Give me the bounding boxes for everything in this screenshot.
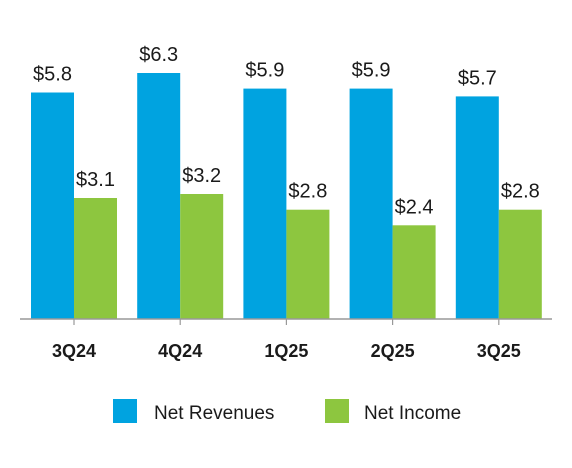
value-label-net-income-4q24: $3.2 — [182, 165, 221, 187]
legend-label-net-income: Net Income — [364, 403, 461, 424]
bar-net-revenues-2q25 — [349, 88, 393, 319]
category-label-3q25: 3Q25 — [477, 341, 521, 361]
bars-group — [31, 73, 542, 320]
category-label-4q24: 4Q24 — [158, 341, 202, 361]
category-labels-group: 3Q24 4Q24 1Q25 2Q25 3Q25 — [52, 341, 521, 361]
bar-net-income-3q25 — [498, 209, 542, 319]
x-axis-ticks — [73, 319, 500, 325]
legend-swatch-net-revenues — [113, 399, 137, 423]
value-label-net-revenues-2q25: $5.9 — [352, 60, 391, 82]
bar-net-revenues-3q24 — [31, 92, 74, 319]
value-labels-group: $5.8 $3.1 $6.3 $3.2 $5.9 $2.8 $5.9 $2.4 $5.7 $2.8 — [33, 44, 540, 218]
value-label-net-revenues-1q25: $5.9 — [245, 60, 284, 82]
bar-net-revenues-4q24 — [137, 73, 181, 319]
value-label-net-income-3q24: $3.1 — [76, 169, 115, 191]
bar-net-income-4q24 — [180, 194, 224, 319]
legend: Net Revenues Net Income — [113, 399, 461, 424]
legend-label-net-revenues: Net Revenues — [154, 403, 274, 424]
value-label-net-revenues-3q25: $5.7 — [458, 67, 497, 89]
bar-net-income-1q25 — [286, 209, 330, 319]
bar-net-income-2q25 — [392, 225, 436, 319]
bar-net-income-3q24 — [74, 198, 117, 319]
bar-net-revenues-1q25 — [243, 88, 287, 319]
category-label-1q25: 1Q25 — [264, 341, 308, 361]
value-label-net-income-3q25: $2.8 — [501, 181, 540, 203]
category-label-3q24: 3Q24 — [52, 341, 96, 361]
value-label-net-income-2q25: $2.4 — [395, 196, 434, 218]
category-label-2q25: 2Q25 — [371, 341, 415, 361]
value-label-net-revenues-3q24: $5.8 — [33, 64, 72, 86]
value-label-net-revenues-4q24: $6.3 — [139, 44, 178, 66]
legend-swatch-net-income — [325, 399, 349, 423]
bar-net-revenues-3q25 — [455, 96, 499, 320]
value-label-net-income-1q25: $2.8 — [288, 181, 327, 203]
